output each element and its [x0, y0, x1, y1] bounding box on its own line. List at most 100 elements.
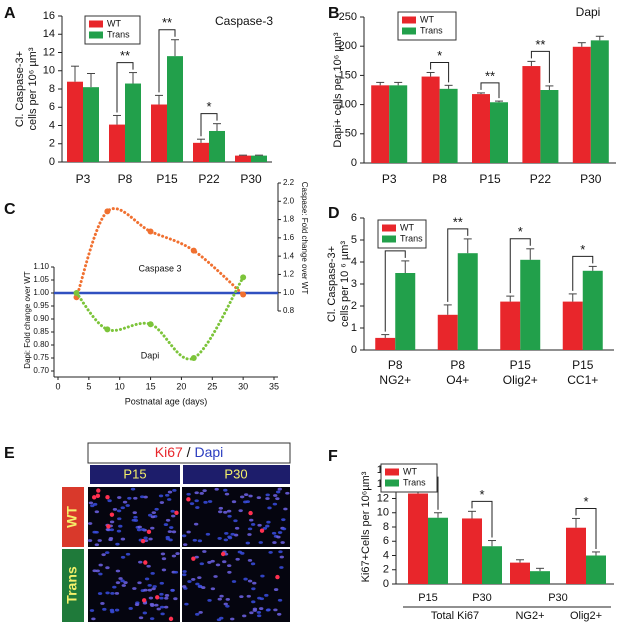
x-tick-label: 20: [176, 381, 186, 391]
point: [240, 291, 247, 298]
nucleus: [258, 607, 264, 610]
nucleus: [182, 585, 187, 588]
x-tick-label: P3: [76, 172, 91, 186]
bar: [572, 46, 591, 164]
y-tick-label: 6: [351, 212, 357, 224]
nucleus: [109, 520, 115, 524]
separator: /: [187, 444, 191, 460]
nucleus: [150, 571, 155, 575]
y-tick-label: 0: [49, 156, 55, 168]
nucleus: [202, 489, 207, 493]
nucleus: [197, 585, 203, 588]
bar: [562, 301, 583, 350]
nucleus: [117, 517, 122, 521]
nucleus: [265, 493, 270, 497]
nucleus: [195, 506, 200, 509]
nucleus: [247, 579, 253, 583]
nucleus: [184, 602, 189, 606]
x-tick-label: Olig2+: [503, 373, 538, 387]
nucleus: [142, 611, 148, 615]
image-title: Ki67 / Dapi: [155, 444, 224, 460]
nucleus: [115, 542, 120, 546]
bar: [428, 517, 448, 584]
point: [104, 326, 111, 333]
nucleus: [231, 500, 237, 504]
bar: [375, 337, 396, 350]
nucleus: [201, 586, 206, 589]
nucleus: [258, 541, 263, 544]
y-tick-label: 200: [339, 40, 357, 52]
nucleus: [193, 522, 199, 526]
nucleus: [281, 527, 287, 531]
panel-letter: D: [328, 205, 340, 222]
ki67-cell: [105, 495, 110, 500]
legend-label: Trans: [403, 477, 426, 487]
significance-bracket: [200, 113, 218, 137]
panel-letter: A: [4, 5, 16, 22]
x-tick-label: P30: [240, 172, 262, 186]
micrographs: [87, 487, 290, 622]
nucleus: [276, 535, 281, 539]
significance-label: **: [453, 214, 463, 229]
nucleus: [173, 570, 179, 574]
y-tick-label: 4: [351, 256, 357, 268]
significance-bracket: [530, 50, 550, 83]
nucleus: [268, 551, 273, 554]
nucleus: [223, 488, 228, 492]
y-tick-label: 1.05: [33, 275, 49, 284]
nucleus: [207, 561, 212, 564]
nucleus: [256, 496, 262, 500]
nucleus: [167, 490, 173, 494]
nucleus: [215, 563, 221, 567]
nucleus: [243, 577, 248, 581]
legend-swatch: [385, 468, 399, 476]
significance-label: **: [120, 48, 130, 63]
nucleus: [110, 591, 115, 595]
ki67-cell: [91, 495, 97, 500]
x-tick-label: CC1+: [567, 373, 598, 387]
significance-label: *: [206, 99, 211, 114]
bar: [582, 270, 603, 350]
ki67-cell: [259, 528, 265, 533]
y-axis-label: Cl. Caspase-3+: [326, 246, 338, 322]
bar: [439, 88, 458, 163]
nucleus: [262, 526, 268, 530]
legend-label: WT: [400, 222, 414, 232]
nucleus: [246, 594, 251, 598]
row-header: Trans: [64, 566, 80, 604]
nucleus: [98, 563, 103, 567]
nucleus: [156, 607, 161, 611]
significance-bracket: [509, 238, 531, 294]
nucleus: [275, 497, 280, 501]
significance-bracket: [430, 61, 450, 83]
significance-bracket: [471, 500, 493, 538]
nucleus: [164, 594, 170, 597]
nucleus: [210, 559, 215, 563]
nucleus: [272, 541, 277, 544]
nucleus: [219, 594, 224, 598]
nucleus: [165, 535, 170, 539]
ki67-cell: [96, 488, 101, 493]
nucleus: [251, 600, 256, 604]
nucleus: [256, 614, 262, 618]
bar: [251, 155, 267, 162]
ki67-cell: [168, 616, 174, 622]
nucleus: [149, 617, 155, 621]
nucleus: [114, 592, 120, 595]
nucleus: [242, 614, 247, 618]
nucleus: [133, 519, 139, 522]
legend-label: Trans: [400, 233, 423, 243]
nucleus: [109, 528, 115, 532]
image-title-box: [87, 442, 291, 464]
nucleus: [94, 510, 100, 514]
significance-label: *: [518, 224, 523, 239]
column-header: P15: [123, 466, 146, 481]
significance-bracket: [572, 255, 594, 291]
nucleus: [167, 530, 173, 534]
nucleus: [273, 608, 278, 612]
legend-swatch: [89, 20, 103, 28]
nucleus: [186, 530, 191, 534]
y2-tick-label: 0.8: [283, 306, 295, 315]
nucleus: [230, 532, 235, 536]
y-axis-label: cells per 10 ⁶ µm³: [339, 241, 351, 327]
